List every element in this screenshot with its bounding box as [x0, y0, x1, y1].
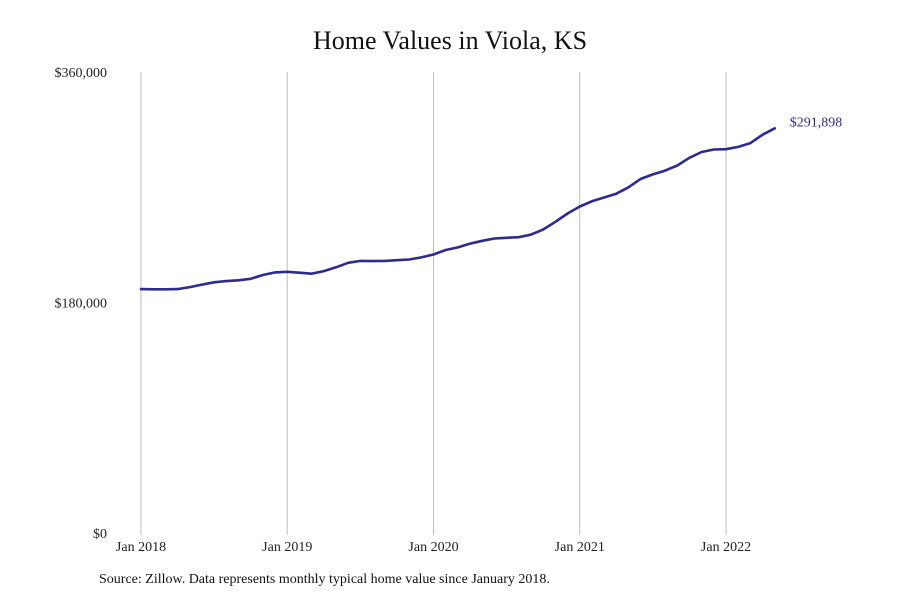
x-tick-label: Jan 2021: [555, 540, 605, 555]
gridlines: [140, 72, 727, 535]
y-tick-label: $360,000: [55, 66, 108, 81]
x-tick-label: Jan 2020: [408, 540, 458, 555]
series-layer: [139, 127, 777, 291]
x-tick-label: Jan 2019: [262, 540, 312, 555]
end-value-label: $291,898: [790, 115, 843, 130]
source-note: Source: Zillow. Data represents monthly …: [99, 572, 550, 587]
x-tick-label: Jan 2022: [701, 540, 751, 555]
series-line: [139, 127, 777, 291]
chart-title: Home Values in Viola, KS: [312, 26, 588, 55]
annotation-layer: $291,898: [790, 115, 843, 130]
y-tick-label: $180,000: [55, 297, 108, 312]
x-tick-label: Jan 2018: [116, 540, 166, 555]
y-tick-label: $0: [93, 527, 107, 542]
axis-ticks: Jan 2018 Jan 2019 Jan 2020 Jan 2021 Jan 2022…: [55, 66, 752, 555]
